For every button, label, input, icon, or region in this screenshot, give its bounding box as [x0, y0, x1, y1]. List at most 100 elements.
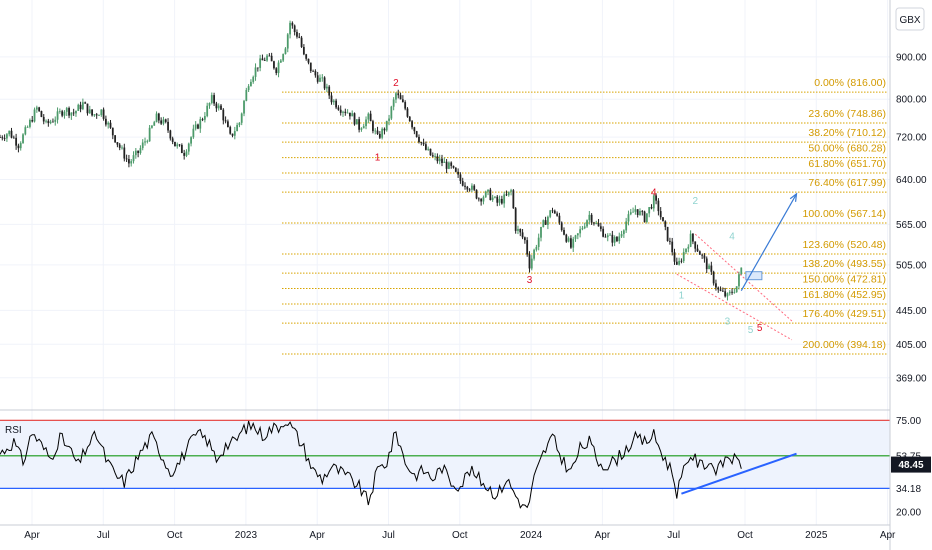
candle-body	[61, 111, 64, 116]
candle-body	[625, 221, 628, 231]
rsi-levels	[0, 419, 890, 489]
candle-body	[611, 234, 614, 243]
candle-body	[450, 162, 453, 166]
candle-body	[26, 126, 29, 128]
candle-body	[102, 109, 105, 119]
candle-body	[675, 261, 678, 265]
candle-body	[401, 99, 404, 103]
candle-body	[652, 195, 655, 209]
candle-body	[514, 208, 517, 231]
projection-arrow	[740, 192, 798, 291]
candle-body	[183, 153, 186, 156]
candle-body	[360, 128, 363, 130]
candle-body	[618, 236, 621, 242]
candle-body	[553, 210, 556, 214]
candle-body	[77, 104, 80, 111]
candle-body	[54, 119, 57, 122]
rsi-tick-label: 34.18	[896, 484, 921, 495]
candle-body	[275, 68, 278, 74]
candle-body	[595, 223, 598, 224]
candle-body	[461, 180, 464, 186]
candle-body	[187, 143, 190, 152]
candle-body	[420, 142, 423, 143]
candle-body	[530, 258, 533, 269]
candle-body	[98, 115, 100, 116]
candle-body	[84, 102, 87, 104]
candle-body	[162, 119, 165, 124]
candle-body	[523, 237, 526, 241]
breakout-marker	[745, 271, 763, 281]
candle-body	[574, 235, 577, 239]
candle-body	[586, 220, 588, 227]
candle-body	[740, 267, 743, 275]
candle-body	[316, 75, 319, 82]
candle-body	[576, 233, 579, 236]
candle-body	[229, 127, 232, 134]
candle-body	[58, 111, 61, 113]
time-tick-label: 2024	[520, 530, 543, 541]
candle-body	[448, 162, 450, 169]
candle-body	[125, 158, 128, 160]
candle-body	[579, 229, 582, 234]
elliott-wave-labels: 1 2 3 4 5 1 2 3 4 5	[375, 78, 763, 336]
candle-body	[8, 130, 11, 135]
fib-level-label: 138.20% (493.55)	[803, 258, 886, 270]
candle-body	[466, 186, 469, 190]
candle-body	[309, 62, 312, 71]
candle-body	[151, 125, 153, 128]
price-tick-label: 640.00	[896, 175, 927, 186]
candle-body	[542, 220, 545, 227]
candle-body	[613, 236, 616, 243]
candle-body	[0, 137, 1, 138]
candle-body	[180, 144, 183, 154]
candle-body	[639, 211, 641, 215]
candle-body	[279, 60, 282, 63]
candle-body	[238, 122, 241, 126]
subwave-label-1: 1	[679, 290, 685, 301]
candle-body	[121, 147, 123, 149]
fib-level-label: 38.20% (710.12)	[808, 127, 886, 139]
candle-body	[273, 61, 275, 69]
candle-body	[376, 130, 379, 134]
time-axis: Apr Jul Oct 2023 Apr Jul Oct 2024 Apr Jul Oct 2025 A…	[24, 530, 896, 541]
candle-body	[15, 137, 18, 146]
candle-body	[505, 194, 508, 196]
candle-body	[556, 213, 559, 216]
candle-body	[10, 130, 13, 138]
candle-body	[708, 265, 710, 270]
candle-body	[233, 131, 236, 136]
candle-body	[268, 55, 271, 57]
candle-body	[378, 133, 381, 138]
candle-body	[31, 120, 34, 122]
candle-body	[616, 236, 618, 242]
candle-body	[351, 113, 354, 117]
candle-body	[685, 248, 687, 253]
candle-body	[567, 238, 570, 242]
candle-body	[662, 217, 664, 222]
fib-level-label: 150.00% (472.81)	[803, 274, 886, 286]
time-tick-label: Jul	[382, 530, 395, 541]
candle-body	[705, 258, 708, 270]
fib-level-label: 76.40% (617.99)	[808, 177, 886, 189]
candle-body	[404, 102, 407, 109]
candle-body	[719, 289, 722, 291]
candle-body	[254, 67, 257, 77]
currency-button[interactable]: GBX	[895, 7, 925, 31]
time-tick-label: Jul	[97, 530, 110, 541]
fibonacci-levels: 0.00% (816.00) 23.60% (748.86) 38.20% (710…	[282, 77, 888, 355]
candle-body	[563, 230, 565, 235]
candle-body	[484, 191, 487, 198]
candle-body	[169, 130, 172, 139]
candle-body	[558, 215, 561, 223]
candle-body	[144, 141, 146, 143]
candle-body	[243, 100, 245, 114]
candle-body	[482, 197, 485, 202]
candle-body	[540, 226, 542, 238]
candle-body	[664, 221, 667, 227]
candle-body	[471, 185, 473, 190]
candle-body	[703, 255, 706, 259]
candle-body	[362, 126, 365, 129]
candle-body	[128, 159, 130, 164]
candle-body	[344, 111, 347, 113]
